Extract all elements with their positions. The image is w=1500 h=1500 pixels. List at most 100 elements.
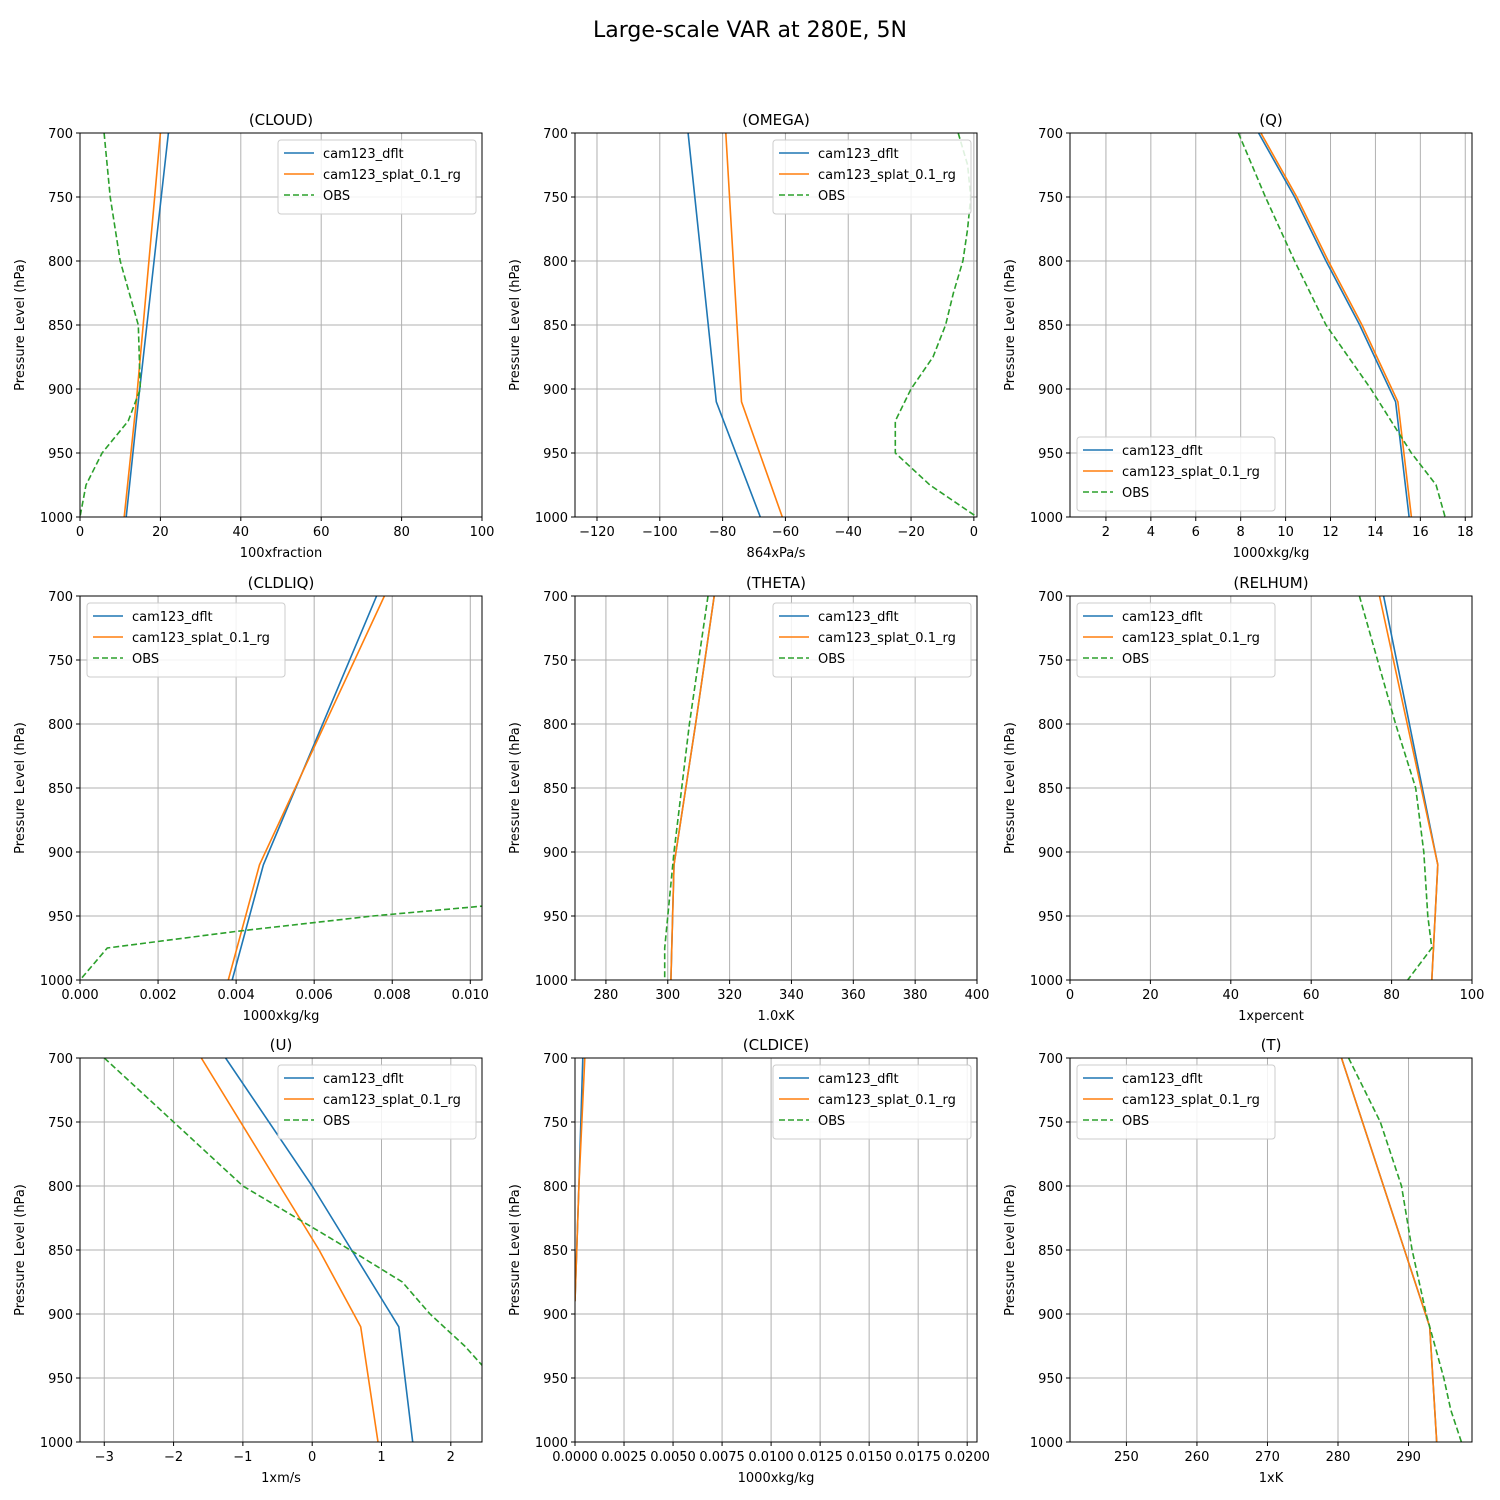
y-tick-label: 700: [543, 1052, 568, 1067]
series-line-2: [1237, 133, 1446, 517]
series-line-1: [1378, 596, 1439, 980]
y-tick-label: 850: [543, 319, 568, 334]
x-tick-label: 40: [1223, 988, 1240, 1003]
x-tick-label: 0.010: [452, 988, 489, 1003]
x-tick-label: 0.0150: [846, 1450, 892, 1465]
panel-4: 280 300 320 340 360 380 400 700 750 800 850 900 950 1…: [508, 574, 989, 1024]
y-axis-label: Pressure Level (hPa): [1003, 722, 1018, 854]
plot-frame: [1069, 132, 1473, 518]
legend-label-2: OBS: [818, 1114, 845, 1129]
series-line-1: [200, 1058, 379, 1442]
series-line-0: [224, 1058, 414, 1442]
x-tick-label: 300: [655, 988, 680, 1003]
series-line-1: [725, 133, 784, 517]
series-line-2: [1358, 596, 1433, 980]
x-tick-label: −1: [233, 1450, 252, 1465]
x-tick-label: 60: [1303, 988, 1320, 1003]
y-tick-label: 850: [48, 782, 73, 797]
panel-5: 0 20 40 60 80 100 700 750 800 850 900 950 1000 (RELHU…: [1003, 574, 1484, 1024]
legend-box: [86, 602, 286, 678]
y-tick-label: 950: [1038, 910, 1063, 925]
y-tick-label: 800: [48, 718, 73, 733]
y-tick-label: 1000: [40, 1436, 73, 1451]
y-tick-label: 1000: [535, 974, 568, 989]
x-tick-label: 14: [1367, 525, 1384, 540]
legend-box: [772, 139, 972, 215]
x-tick-label: 400: [965, 988, 990, 1003]
y-axis-label: Pressure Level (hPa): [1003, 1184, 1018, 1316]
y-axis-label: Pressure Level (hPa): [13, 259, 28, 391]
panel-0: 0 20 40 60 80 100 700 750 800 850 900 950 1000 (CLOUD…: [13, 111, 494, 561]
x-tick-label: 12: [1322, 525, 1339, 540]
legend-label-2: OBS: [132, 652, 159, 667]
legend-box: [772, 602, 972, 678]
legend-box: [277, 139, 477, 215]
y-tick-label: 800: [1038, 1180, 1063, 1195]
series-line-1: [227, 596, 386, 980]
panel-2: 2 4 6 8 10 12 14 16 18 700 750 800 850 900 950 1000 (Q) 1…: [1003, 111, 1474, 561]
legend-label-0: cam123_dflt: [818, 147, 899, 162]
y-tick-label: 700: [48, 1052, 73, 1067]
x-tick-label: 0.0125: [797, 1450, 843, 1465]
x-tick-label: 0.0075: [699, 1450, 745, 1465]
y-tick-label: 1000: [40, 511, 73, 526]
x-tick-label: 100: [1460, 988, 1485, 1003]
x-tick-label: 20: [152, 525, 169, 540]
legend-label-2: OBS: [818, 652, 845, 667]
x-tick-label: 8: [1237, 525, 1245, 540]
y-tick-label: 1000: [1030, 1436, 1063, 1451]
y-tick-label: 850: [1038, 1244, 1063, 1259]
plot-frame: [1069, 1057, 1473, 1443]
x-tick-label: −60: [772, 525, 799, 540]
x-tick-label: 0.0200: [944, 1450, 990, 1465]
series-line-0: [687, 133, 762, 517]
y-tick-label: 800: [1038, 255, 1063, 270]
x-axis-label: 1xK: [1259, 1471, 1284, 1486]
legend-label-1: cam123_splat_0.1_rg: [132, 631, 270, 646]
legend-label-2: OBS: [818, 189, 845, 204]
x-tick-label: 0.008: [374, 988, 411, 1003]
legend-label-1: cam123_splat_0.1_rg: [1122, 631, 1260, 646]
legend-label-1: cam123_splat_0.1_rg: [818, 1093, 956, 1108]
x-tick-label: 250: [1114, 1450, 1139, 1465]
y-tick-label: 750: [1038, 191, 1063, 206]
legend-box: [1076, 602, 1276, 678]
figure-title: Large-scale VAR at 280E, 5N: [593, 18, 907, 43]
legend-label-0: cam123_dflt: [323, 1072, 404, 1087]
y-tick-label: 850: [48, 1244, 73, 1259]
x-tick-label: −100: [642, 525, 678, 540]
y-axis-label: Pressure Level (hPa): [13, 722, 28, 854]
x-tick-label: 270: [1255, 1450, 1280, 1465]
x-tick-label: −40: [835, 525, 862, 540]
x-tick-label: 0: [970, 525, 978, 540]
x-tick-label: 16: [1412, 525, 1429, 540]
legend-label-0: cam123_dflt: [1122, 610, 1203, 625]
x-tick-label: 18: [1457, 525, 1474, 540]
series-line-0: [125, 133, 170, 517]
panel-8: 250 260 270 280 290 700 750 800 850 900 950 1000 (T)…: [1003, 1036, 1473, 1486]
y-axis-label: Pressure Level (hPa): [1003, 259, 1018, 391]
legend-label-0: cam123_dflt: [818, 1072, 899, 1087]
y-tick-label: 750: [1038, 654, 1063, 669]
panel-title: (RELHUM): [1233, 574, 1308, 592]
series-line-2: [80, 905, 482, 980]
legend-label-1: cam123_splat_0.1_rg: [1122, 1093, 1260, 1108]
y-tick-label: 850: [48, 319, 73, 334]
x-tick-label: 80: [1383, 988, 1400, 1003]
y-tick-label: 950: [543, 1372, 568, 1387]
series-line-0: [1257, 133, 1410, 517]
y-tick-label: 700: [1038, 590, 1063, 605]
series-line-0: [231, 596, 378, 980]
x-tick-label: 0.0025: [601, 1450, 647, 1465]
x-tick-label: −2: [164, 1450, 183, 1465]
x-tick-label: 0.0050: [650, 1450, 696, 1465]
y-tick-label: 900: [1038, 1308, 1063, 1323]
y-tick-label: 900: [1038, 383, 1063, 398]
x-tick-label: 80: [393, 525, 410, 540]
x-tick-label: 280: [594, 988, 619, 1003]
legend-label-2: OBS: [1122, 486, 1149, 501]
legend-label-2: OBS: [323, 189, 350, 204]
plot-frame: [79, 595, 483, 981]
legend: cam123_dflt cam123_splat_0.1_rg OBS: [772, 139, 972, 215]
